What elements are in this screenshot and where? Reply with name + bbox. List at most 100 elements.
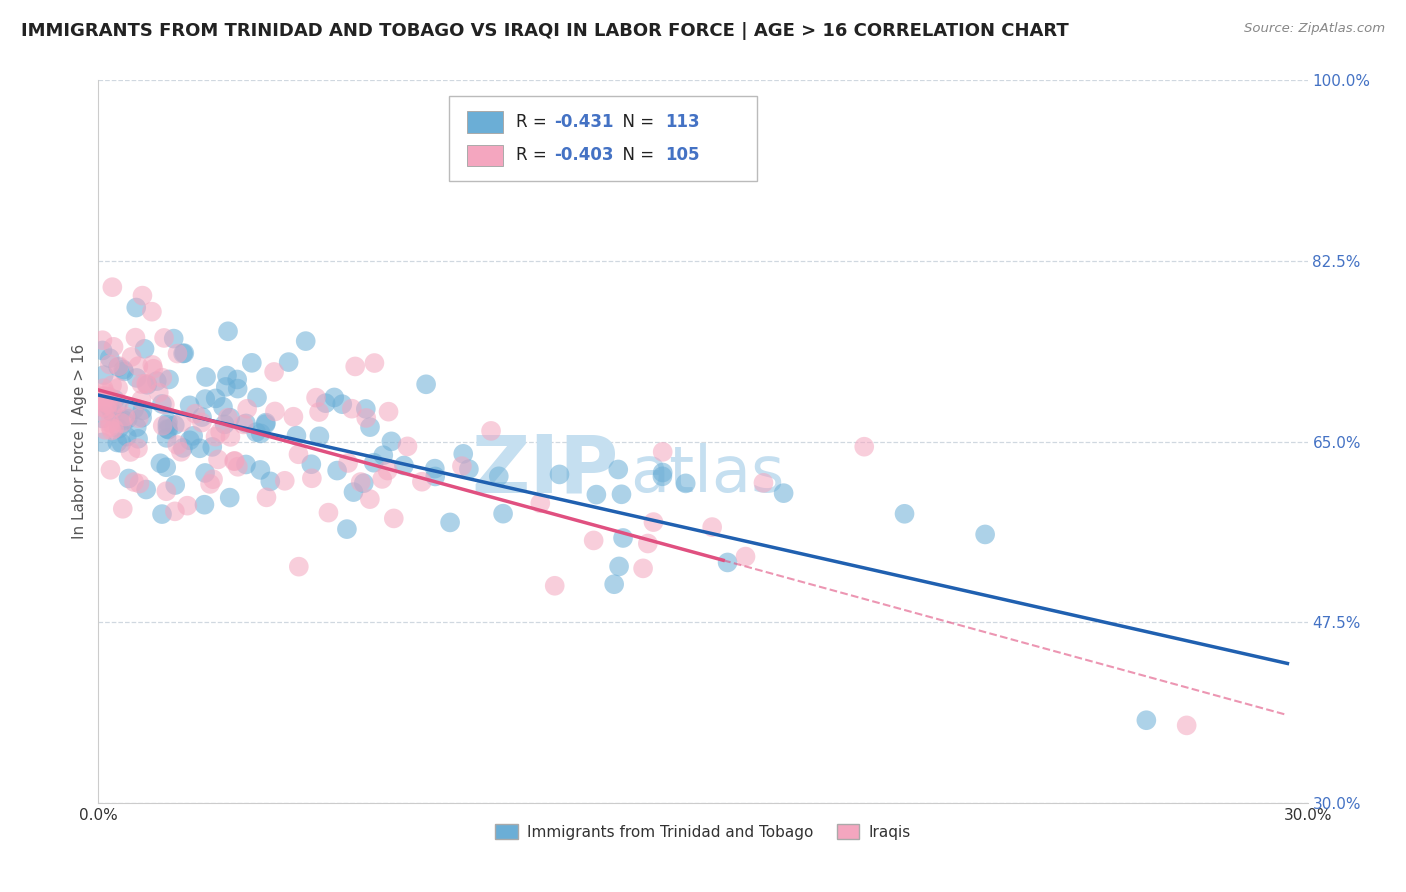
Point xyxy=(170,415,193,429)
Point xyxy=(103,422,125,436)
Point xyxy=(287,447,309,461)
Point xyxy=(141,304,163,318)
Point xyxy=(188,442,211,456)
Point xyxy=(93,368,115,382)
Text: IMMIGRANTS FROM TRINIDAD AND TOBAGO VS IRAQI IN LABOR FORCE | AGE > 16 CORRELATI: IMMIGRANTS FROM TRINIDAD AND TOBAGO VS I… xyxy=(21,22,1069,40)
Point xyxy=(101,280,124,294)
Point xyxy=(136,377,159,392)
Point xyxy=(166,438,188,452)
Point xyxy=(215,380,238,394)
Point xyxy=(308,405,330,419)
Point xyxy=(91,333,114,347)
Point xyxy=(214,417,236,432)
Point xyxy=(716,556,738,570)
Point xyxy=(125,371,148,385)
Point xyxy=(245,425,267,440)
Point xyxy=(425,469,447,483)
Point xyxy=(91,343,114,358)
Point xyxy=(217,410,239,425)
Point xyxy=(702,520,724,534)
Point xyxy=(336,522,359,536)
Point xyxy=(194,466,217,480)
Text: N =: N = xyxy=(613,113,659,131)
Point xyxy=(974,527,997,541)
Point xyxy=(98,419,121,434)
Point xyxy=(215,368,238,383)
Point xyxy=(150,507,173,521)
Point xyxy=(93,406,115,420)
FancyBboxPatch shape xyxy=(467,112,503,133)
Point xyxy=(98,416,121,430)
Point xyxy=(163,332,186,346)
Point xyxy=(157,372,180,386)
Point xyxy=(582,533,605,548)
Point xyxy=(179,398,201,412)
Point xyxy=(893,507,915,521)
Point xyxy=(301,471,323,485)
Point xyxy=(94,389,117,403)
Point xyxy=(91,435,114,450)
Point xyxy=(396,439,419,453)
Point xyxy=(111,416,134,430)
Point xyxy=(235,458,257,472)
Point xyxy=(337,456,360,470)
Point xyxy=(734,549,756,564)
Point xyxy=(326,464,349,478)
Point xyxy=(359,492,381,507)
Point xyxy=(323,391,346,405)
Point xyxy=(218,491,240,505)
Point xyxy=(173,346,195,360)
Point xyxy=(131,410,153,425)
Point xyxy=(263,365,285,379)
Point xyxy=(202,472,225,486)
Point xyxy=(172,346,194,360)
Point xyxy=(344,359,367,374)
Point xyxy=(236,401,259,416)
Point xyxy=(209,425,232,439)
Point xyxy=(104,392,127,407)
Point xyxy=(294,334,316,348)
Text: R =: R = xyxy=(516,146,551,164)
Point xyxy=(610,487,633,501)
Point xyxy=(544,579,567,593)
Point xyxy=(112,364,135,378)
Point xyxy=(254,417,277,431)
Point xyxy=(108,413,131,427)
Point xyxy=(131,377,153,392)
Point xyxy=(122,402,145,417)
Point xyxy=(98,390,121,404)
Point xyxy=(198,477,221,491)
Point xyxy=(585,488,607,502)
Point xyxy=(179,434,201,448)
Point xyxy=(194,392,217,406)
Point xyxy=(423,461,446,475)
Point xyxy=(411,475,433,489)
Point xyxy=(675,476,697,491)
Point xyxy=(105,399,128,413)
Point xyxy=(155,460,177,475)
Point xyxy=(191,410,214,425)
Point xyxy=(415,377,437,392)
Point xyxy=(254,416,277,430)
Point xyxy=(110,436,132,450)
Point xyxy=(101,378,124,392)
Text: -0.431: -0.431 xyxy=(554,113,614,131)
Point xyxy=(150,397,173,411)
Point xyxy=(1135,713,1157,727)
Point xyxy=(94,423,117,437)
Point xyxy=(350,475,373,489)
Point xyxy=(451,447,474,461)
Point xyxy=(226,382,249,396)
Point xyxy=(134,342,156,356)
Point xyxy=(249,463,271,477)
Point xyxy=(97,397,120,411)
Point xyxy=(107,359,129,374)
Point xyxy=(195,370,218,384)
Point xyxy=(256,491,278,505)
Point xyxy=(152,418,174,433)
Point xyxy=(232,417,254,432)
Point xyxy=(135,483,157,497)
Point xyxy=(98,351,121,366)
Point xyxy=(191,416,214,430)
Point xyxy=(141,358,163,372)
